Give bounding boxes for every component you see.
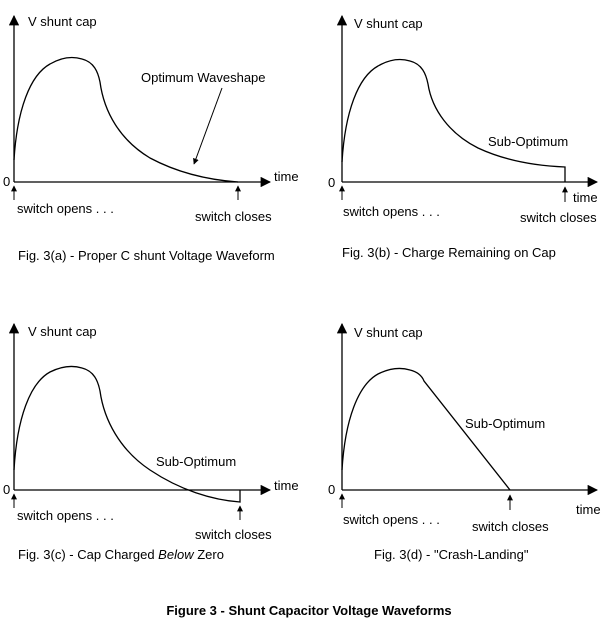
panel-d-end-label: switch closes [472,519,549,534]
panel-b-start-label: switch opens . . . [343,204,440,219]
panel-b-annotation: Sub-Optimum [488,134,568,149]
panel-a-y-label: V shunt cap [28,14,97,29]
panel-c-x-label: time [274,478,299,493]
panel-d-waveform [341,367,511,491]
panel-c-end-label: switch closes [195,527,272,542]
panel-b: V shunt cap time 0 switch opens . . . sw… [328,14,599,260]
panel-d-start-label: switch opens . . . [343,512,440,527]
panel-d: V shunt cap time 0 switch opens . . . sw… [328,322,601,562]
panel-a-end-label: switch closes [195,209,272,224]
panel-c-zero-label: 0 [3,482,10,497]
panel-b-caption: Fig. 3(b) - Charge Remaining on Cap [342,245,556,260]
panel-d-annotation: Sub-Optimum [465,416,545,431]
panel-c-annotation: Sub-Optimum [156,454,236,469]
figure-title: Figure 3 - Shunt Capacitor Voltage Wavef… [166,603,451,618]
panel-d-y-label: V shunt cap [354,325,423,340]
panel-b-x-label: time [573,190,598,205]
panel-a: V shunt cap time 0 switch opens . . . sw… [3,14,299,263]
panel-d-zero-label: 0 [328,482,335,497]
panel-a-caption: Fig. 3(a) - Proper C shunt Voltage Wavef… [18,248,275,263]
panel-d-caption: Fig. 3(d) - "Crash-Landing" [374,547,529,562]
panel-a-annotation-arrow [193,87,223,165]
panel-b-end-label: switch closes [520,210,597,225]
panel-a-waveform [13,56,239,183]
panel-c-caption-suffix: Zero [194,547,224,562]
panel-c: V shunt cap time 0 switch opens . . . sw… [3,322,299,562]
panel-a-zero-label: 0 [3,174,10,189]
panel-c-y-label: V shunt cap [28,324,97,339]
panel-c-caption-prefix: Fig. 3(c) - Cap Charged [18,547,158,562]
panel-c-caption-italic: Below [158,547,195,562]
panel-b-zero-label: 0 [328,175,335,190]
panel-d-x-label: time [576,502,601,517]
panel-b-y-label: V shunt cap [354,16,423,31]
panel-c-start-label: switch opens . . . [17,508,114,523]
panel-c-waveform [13,365,241,503]
panel-c-caption: Fig. 3(c) - Cap Charged Below Zero [18,547,224,562]
panel-a-annotation: Optimum Waveshape [141,70,266,85]
panel-a-start-label: switch opens . . . [17,201,114,216]
panel-b-waveform [341,58,566,182]
panel-a-x-label: time [274,169,299,184]
